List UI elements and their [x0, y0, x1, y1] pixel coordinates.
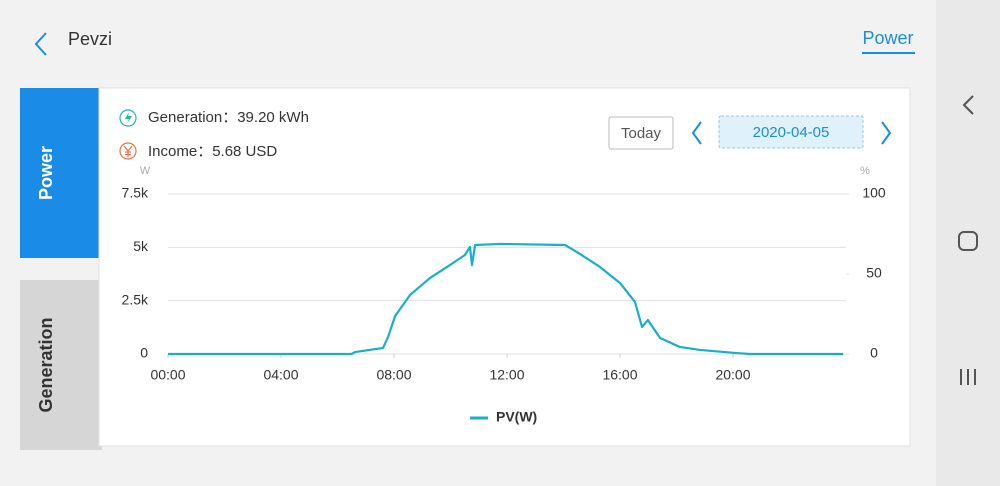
x-tick-label: 16:00: [602, 367, 637, 383]
sidebar-power-label[interactable]: Power: [36, 146, 56, 200]
y-tick-label: 2.5k: [122, 291, 149, 307]
y-tick-label: 0: [140, 345, 148, 361]
sidebar-power-tab[interactable]: [20, 88, 102, 258]
nav-bar: [936, 0, 1000, 486]
page-title: Pevzi: [68, 29, 112, 49]
series-line: [168, 242, 844, 356]
next-date[interactable]: [881, 121, 892, 145]
generation-icon: [119, 109, 137, 127]
date-field[interactable]: [718, 115, 864, 149]
income-summary: Income：5.68 USD: [148, 143, 277, 160]
y-tick-label: 5k: [133, 238, 149, 254]
power-tab[interactable]: Power: [862, 28, 913, 48]
back-button[interactable]: [34, 32, 47, 56]
y2-unit: %: [860, 165, 870, 177]
x-tick-label: 00:00: [150, 367, 185, 383]
date-label[interactable]: 2020-04-05: [753, 124, 830, 141]
x-tick-label: 12:00: [489, 367, 524, 383]
y-tick-label: 7.5k: [122, 185, 149, 201]
bolt-icon: [125, 112, 132, 124]
today-label[interactable]: Today: [621, 125, 662, 142]
x-tick-label: 20:00: [715, 367, 750, 383]
income-icon: [119, 142, 137, 160]
nav-home[interactable]: [958, 231, 978, 251]
yen-icon: [123, 145, 133, 157]
nav-recent[interactable]: [960, 369, 976, 385]
x-tick-label: 04:00: [263, 367, 298, 383]
tab-underline: [862, 52, 915, 54]
y2-tick-label: 0: [870, 345, 878, 361]
x-tick-label: 08:00: [376, 367, 411, 383]
sidebar-generation-tab[interactable]: [20, 280, 102, 450]
y2-tick-label: 100: [862, 185, 886, 201]
nav-back[interactable]: [962, 95, 974, 115]
legend-label: PV(W): [496, 409, 537, 425]
y-unit: W: [140, 165, 151, 177]
y2-tick-label: 50: [866, 265, 882, 281]
prev-date[interactable]: [691, 121, 702, 145]
today-button[interactable]: [608, 116, 674, 150]
sidebar-generation-label[interactable]: Generation: [36, 317, 56, 412]
generation-summary: Generation：39.20 kWh: [148, 109, 309, 126]
